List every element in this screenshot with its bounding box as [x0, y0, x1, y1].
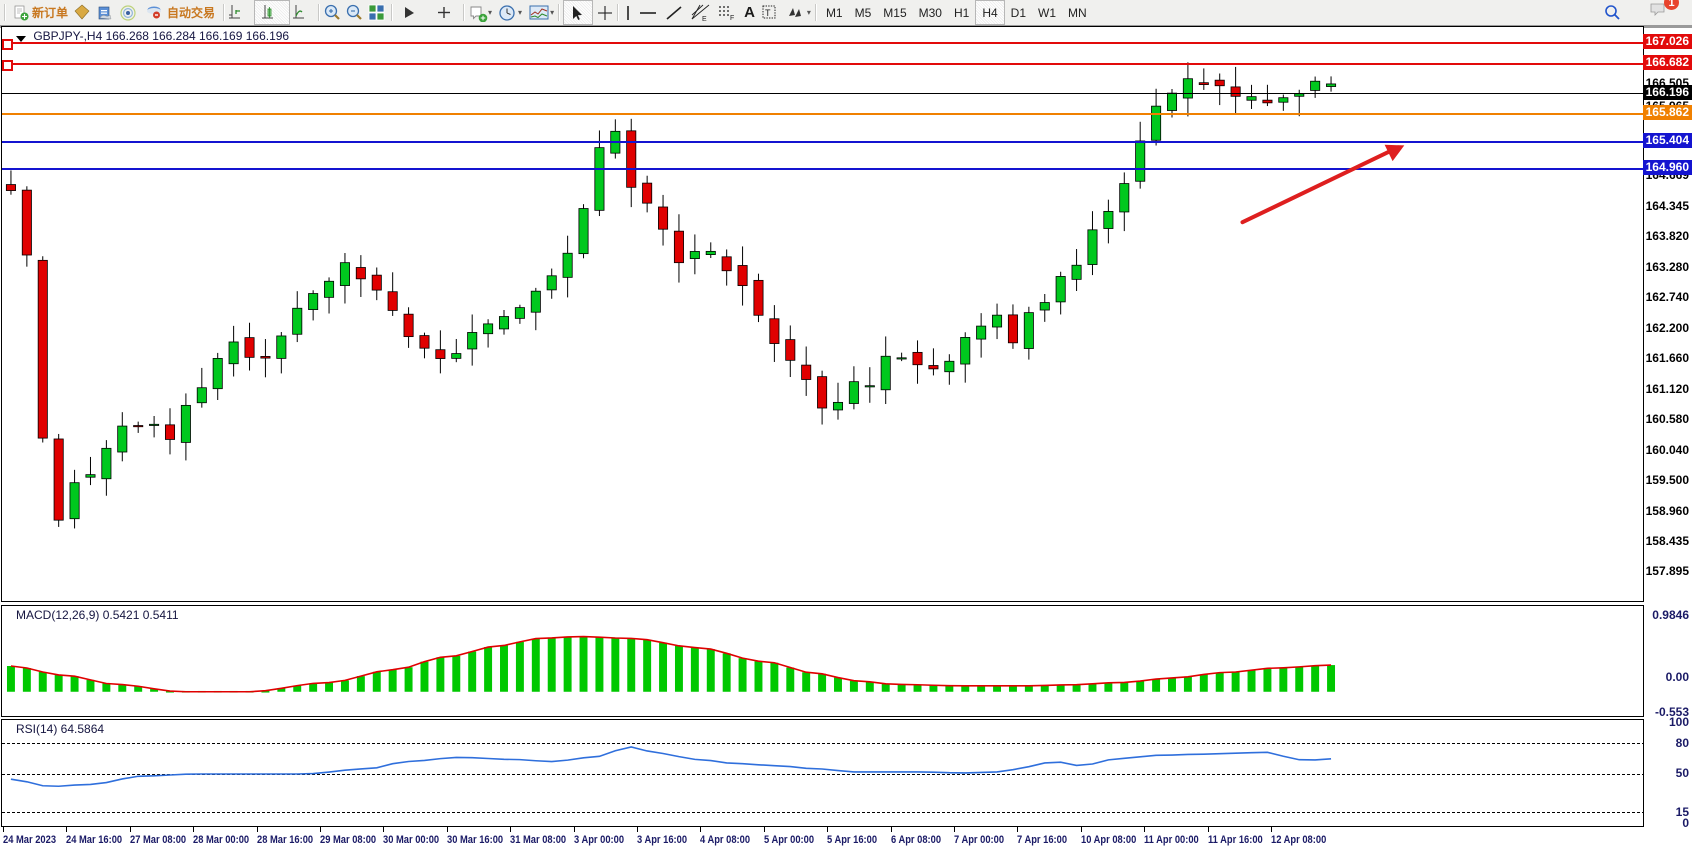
svg-text:E: E — [702, 16, 707, 22]
svg-text:T: T — [765, 8, 771, 18]
svg-text:F: F — [730, 15, 734, 21]
